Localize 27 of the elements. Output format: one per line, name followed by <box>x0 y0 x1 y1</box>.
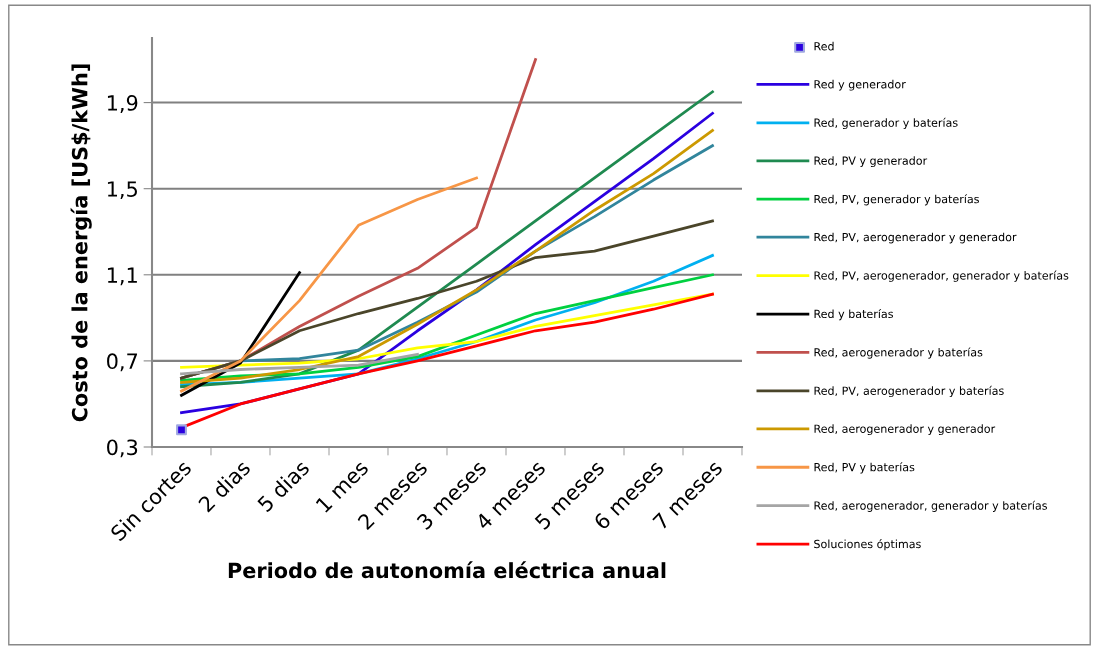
legend-label: Red, aerogenerador, generador y baterías <box>814 500 1047 512</box>
line-series <box>180 353 419 376</box>
legend-label: Red, PV, aerogenerador, generador y baterías <box>814 270 1069 282</box>
legend-label: Red, PV y generador <box>814 156 928 167</box>
y-tick-label: 1,5 <box>107 181 137 200</box>
line-series <box>180 273 714 382</box>
legend-label: Red <box>814 41 834 51</box>
x-axis-title: Periodo de autonomía eléctrica anual <box>228 561 666 579</box>
y-axis-title: Costo de la energía [US$/kWh] <box>70 64 92 422</box>
y-tick-label: 1,1 <box>107 267 137 286</box>
legend-label: Red y baterías <box>814 309 893 321</box>
line-series <box>180 176 478 393</box>
legend-label: Red, PV y baterías <box>814 462 915 474</box>
legend-label: Red, aerogenerador y baterías <box>814 347 983 359</box>
legend-label: Red, PV, generador y baterías <box>814 194 979 206</box>
legend-label: Soluciones óptimas <box>814 539 921 551</box>
legend-label: Red, generador y baterías <box>814 117 958 130</box>
line-series <box>180 219 714 380</box>
x-tick-label: 5 dias <box>256 458 311 513</box>
legend-label: Red, aerogenerador y generador <box>814 424 996 436</box>
y-tick-label: 0,7 <box>107 353 138 372</box>
y-tick-label: 0,3 <box>107 439 138 458</box>
legend-label: Red y generador <box>814 79 906 91</box>
legend-label: Red, PV, aerogenerador y generador <box>814 232 1017 244</box>
x-tick-label: 2 dias <box>197 458 252 513</box>
legend-label: Red, PV, aerogenerador y baterías <box>814 385 1004 398</box>
y-tick-label: 1,9 <box>107 95 138 113</box>
